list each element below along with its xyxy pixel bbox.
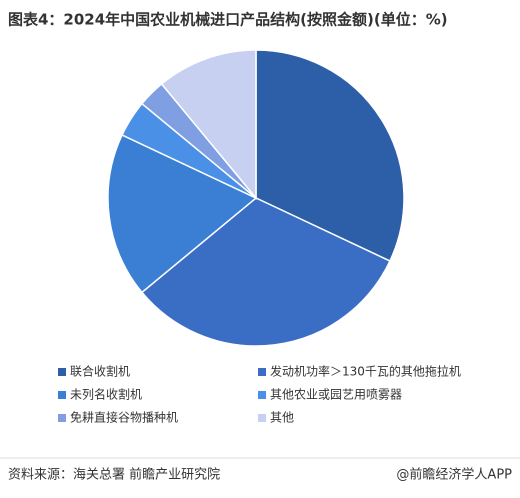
legend-label: 其他农业或园艺用喷雾器 xyxy=(270,388,402,402)
legend-swatch xyxy=(58,391,66,399)
pie-slice xyxy=(255,49,405,263)
pie-slice xyxy=(140,197,391,347)
legend-label: 未列名收割机 xyxy=(70,387,142,402)
pie-slice xyxy=(160,49,257,201)
source: 资料来源：海关总署 前瞻产业研究院 xyxy=(8,467,220,483)
legend-label: 联合收割机 xyxy=(70,364,130,379)
legend-swatch xyxy=(58,368,66,376)
legend-swatch xyxy=(258,414,266,422)
legend-label: 其他 xyxy=(270,411,294,425)
legend-swatch xyxy=(258,368,266,376)
legend-swatch xyxy=(258,391,266,399)
legend-label: 免耕直接谷物播种机 xyxy=(70,410,178,425)
chart-title: 图表4：2024年中国农业机械进口产品结构(按照金额)(单位：%) xyxy=(8,11,448,29)
legend-label: 发动机功率＞130千瓦的其他拖拉机 xyxy=(270,364,461,379)
legend-swatch xyxy=(58,414,66,422)
pie-slice xyxy=(107,133,258,294)
credit: @前瞻经济学人APP xyxy=(396,467,512,483)
